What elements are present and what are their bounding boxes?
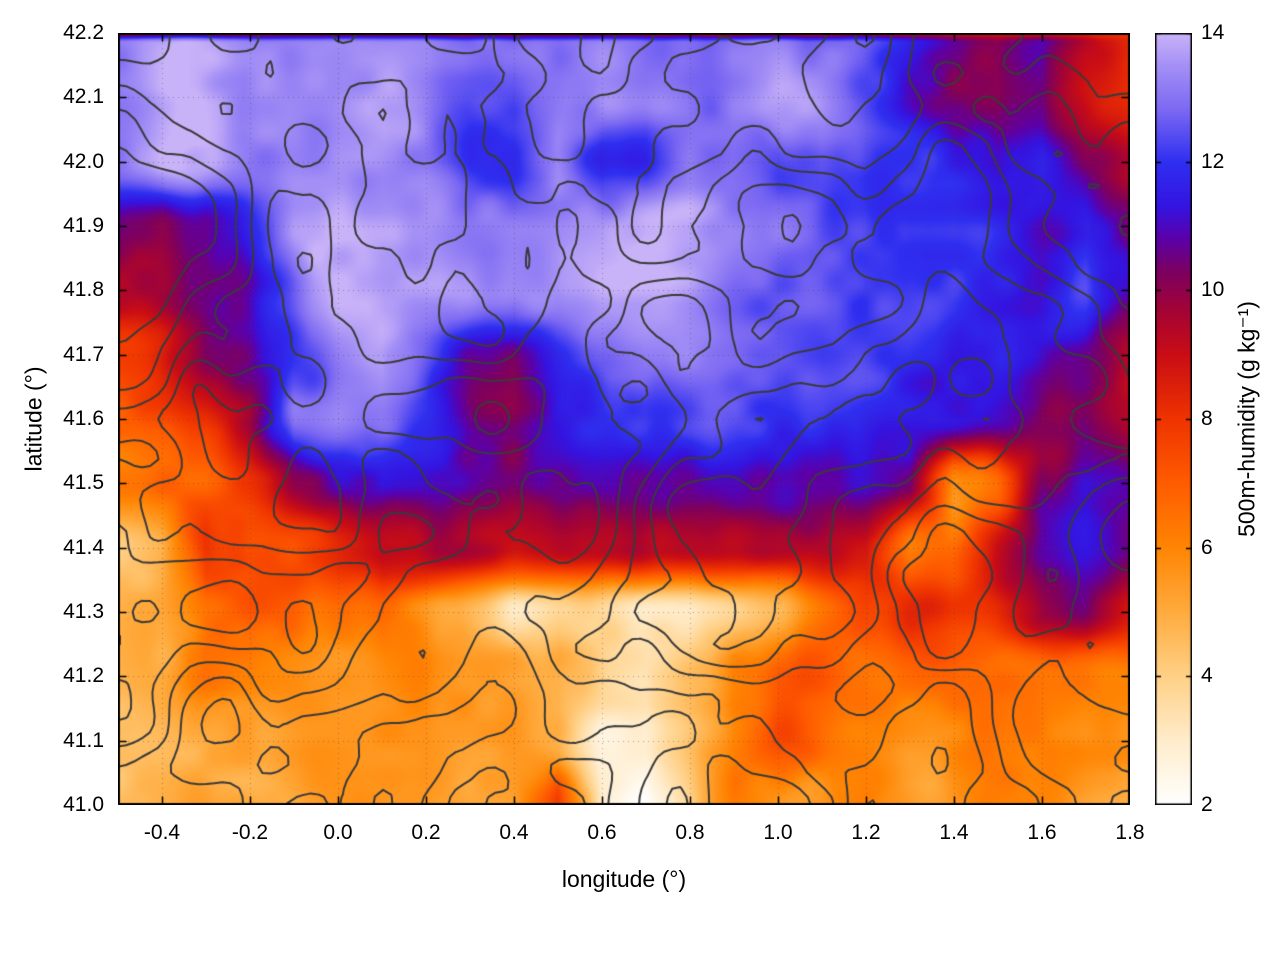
y-tick-label: 41.5 [63, 471, 104, 495]
x-tick-label: 0.6 [587, 821, 617, 844]
colorbar-tick-label: 2 [1201, 793, 1213, 816]
colorbar-tick-label: 12 [1201, 149, 1225, 173]
y-axis-label: latitude (°) [20, 366, 47, 472]
heatmap-canvas [118, 33, 1130, 805]
x-tick-label: -0.4 [143, 821, 181, 844]
y-tick-label: 41.6 [63, 407, 104, 430]
y-tick-label: 41.3 [63, 600, 104, 623]
y-tick-label: 41.9 [63, 214, 104, 237]
colorbar-tick-label: 14 [1201, 21, 1225, 44]
colorbar-tick-labels: 2 4 6 8 10 12 14 [1201, 21, 1256, 816]
colorbar-canvas [1155, 33, 1192, 805]
y-tick-label: 41.0 [63, 793, 104, 816]
x-tick-labels: -0.4 -0.2 0.0 0.2 0.4 0.6 0.8 1.0 1.2 1.4 1.6 1.8 [118, 821, 1145, 849]
x-tick-label: 1.6 [1027, 821, 1057, 844]
colorbar-tick-label: 10 [1201, 278, 1225, 302]
x-tick-label: 1.0 [763, 821, 793, 844]
y-tick-label: 41.2 [63, 664, 104, 688]
x-tick-label: -0.2 [231, 821, 269, 844]
y-tick-label: 41.4 [63, 535, 104, 559]
y-tick-label: 42.0 [63, 149, 104, 173]
x-tick-label: 0.0 [323, 821, 353, 844]
x-tick-label: 1.8 [1115, 821, 1145, 844]
colorbar-tick-label: 8 [1201, 407, 1213, 430]
y-tick-label: 41.8 [63, 278, 104, 302]
x-axis-label: longitude (°) [561, 866, 687, 892]
colorbar-tick-label: 6 [1201, 535, 1213, 559]
x-tick-label: 0.4 [499, 821, 529, 844]
y-tick-label: 42.1 [63, 85, 104, 109]
x-tick-label: 1.2 [851, 821, 881, 844]
colorbar-axis-label: 500m-humidity (g kg⁻¹) [1233, 301, 1260, 537]
y-tick-label: 41.1 [63, 728, 104, 752]
colorbar [1155, 33, 1192, 805]
y-tick-label: 42.2 [63, 21, 104, 44]
x-tick-label: 0.2 [411, 821, 441, 844]
x-tick-label: 0.8 [675, 821, 705, 844]
y-tick-labels: 41.0 41.1 41.2 41.3 41.4 41.5 41.6 41.7 41.8 41.9… [0, 21, 110, 816]
colorbar-tick-label: 4 [1201, 664, 1213, 688]
x-tick-label: 1.4 [939, 821, 969, 844]
plot-area [118, 33, 1130, 805]
y-tick-label: 41.7 [63, 342, 104, 366]
